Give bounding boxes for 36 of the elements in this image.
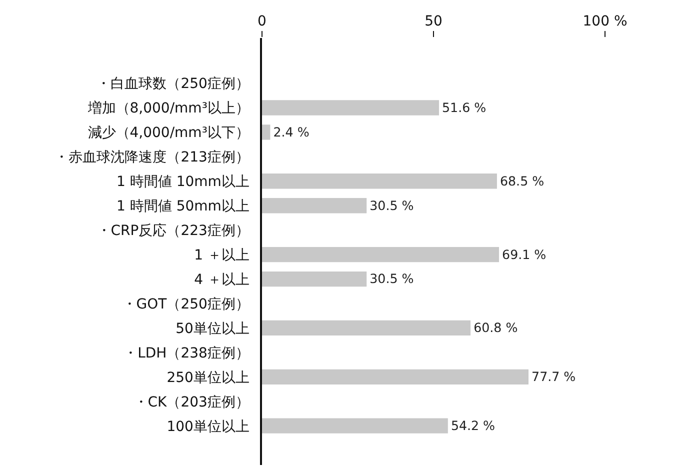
data-label: 51.6 % [442, 100, 486, 115]
y-tick-label: ・白血球数（250症例） [96, 76, 250, 92]
x-tick-label: 0 [258, 13, 266, 30]
y-tick-label: 100単位以上 [166, 418, 250, 435]
bar [262, 174, 497, 189]
y-tick-label: ・赤血球沈降速度（213症例） [54, 150, 250, 166]
y-tick-label: 250単位以上 [166, 370, 250, 386]
bar [262, 100, 439, 116]
y-tick-label: 増加（8,000/mm³以上） [86, 100, 250, 117]
x-tick-label: 50 [424, 13, 442, 30]
data-label: 77.7 % [532, 369, 576, 384]
data-label: 60.8 % [474, 320, 518, 336]
y-tick-label: 1 時間値 10mm以上 [116, 174, 250, 190]
bar [262, 246, 500, 262]
y-tick-label: ・LDH（238症例） [124, 345, 250, 362]
bar [262, 320, 471, 336]
data-label: 54.2 % [450, 418, 496, 434]
x-tick-label: 100 % [582, 13, 628, 30]
y-tick-label: 4 ＋以上 [194, 272, 250, 288]
y-tick-label: 1 ＋以上 [194, 247, 250, 264]
bar [262, 124, 270, 140]
bar [262, 418, 448, 434]
y-tick-label: ・CK（203症例） [134, 394, 250, 410]
data-label: 30.5 % [370, 198, 414, 213]
y-tick-label: 1 時間値 50mm以上 [116, 198, 250, 215]
data-label: 30.5 % [370, 271, 414, 286]
bar [262, 271, 367, 287]
data-label: 2.4 % [273, 124, 310, 140]
y-tick-label: ・CRP反応（223症例） [96, 222, 250, 239]
y-tick-label: 50単位以上 [176, 320, 250, 337]
bar [262, 198, 367, 214]
data-label: 68.5 % [500, 173, 544, 188]
y-tick-label: ・GOT（250症例） [122, 296, 250, 312]
y-tick-label: 減少（4,000/mm³以下） [88, 125, 250, 142]
bar [262, 369, 529, 384]
data-label: 69.1 % [502, 246, 546, 262]
